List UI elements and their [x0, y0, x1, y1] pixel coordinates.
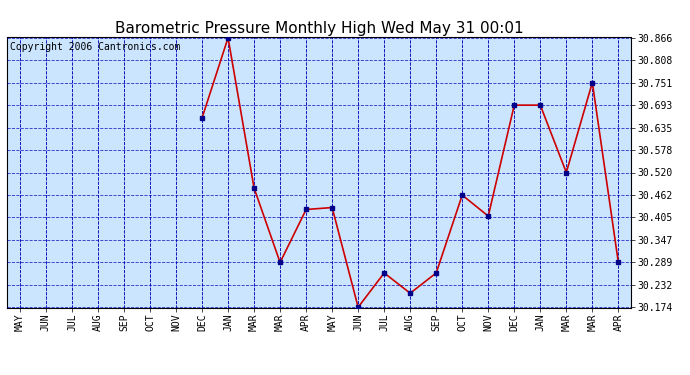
Title: Barometric Pressure Monthly High Wed May 31 00:01: Barometric Pressure Monthly High Wed May…: [115, 21, 524, 36]
Text: Copyright 2006 Cantronics.com: Copyright 2006 Cantronics.com: [10, 42, 180, 51]
